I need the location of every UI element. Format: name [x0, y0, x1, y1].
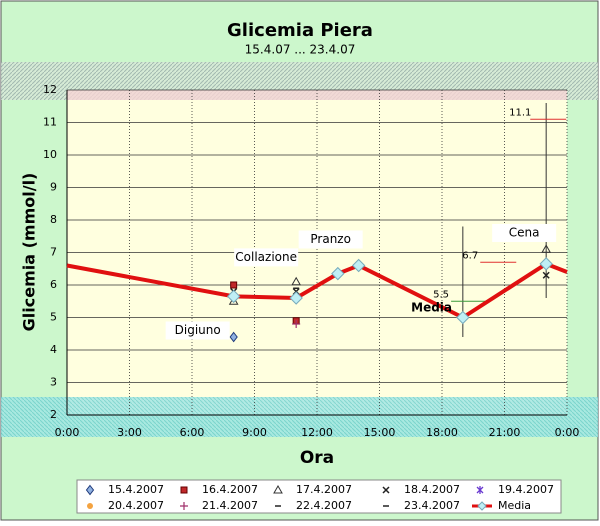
- y-tick-label: 9: [50, 181, 57, 194]
- legend-swatch: [180, 502, 188, 510]
- legend-swatch: [477, 501, 487, 511]
- annotation: Pranzo: [310, 232, 351, 246]
- x-tick-label: 0:00: [55, 426, 80, 439]
- annotation: Media: [411, 300, 452, 314]
- chart-title: Glicemia Piera: [227, 20, 373, 41]
- y-tick-label: 6: [50, 278, 57, 291]
- annotation-box: [234, 248, 299, 267]
- mean-point: [289, 291, 303, 305]
- legend-label: 15.4.2007: [108, 483, 164, 496]
- x-tick-label: 3:00: [117, 426, 142, 439]
- chart-subtitle: 15.4.07 ... 23.4.07: [245, 43, 356, 57]
- x-tick-label: 15:00: [364, 426, 396, 439]
- x-tick-label: 12:00: [301, 426, 333, 439]
- mean-point: [456, 310, 470, 325]
- annotation: Collazione: [235, 250, 297, 264]
- annotation-box: [165, 321, 230, 340]
- point: [542, 271, 550, 279]
- annotation-box: [492, 224, 557, 242]
- annotation: Digiuno: [175, 323, 221, 337]
- legend-swatch: [85, 484, 95, 496]
- y-tick-label: 2: [50, 408, 57, 421]
- y-tick-label: 4: [50, 343, 57, 356]
- legend-swatch: [382, 486, 390, 494]
- y-tick-label: 10: [43, 148, 57, 161]
- y-tick-label: 12: [43, 83, 57, 96]
- high-band: [67, 90, 567, 100]
- x-tick-label: 9:00: [242, 426, 267, 439]
- x-tick-label: 21:00: [489, 426, 521, 439]
- y-tick-label: 5: [50, 311, 57, 324]
- mean-point: [331, 266, 345, 281]
- legend-swatch: [476, 486, 484, 494]
- y-tick-label: 8: [50, 213, 57, 226]
- legend-label: 20.4.2007: [108, 499, 164, 512]
- x-axis-title: Ora: [300, 448, 334, 468]
- mean-point: [226, 289, 241, 304]
- point: [291, 276, 302, 286]
- level-label: 5.5: [433, 289, 449, 300]
- annotation-box: [298, 230, 363, 249]
- legend-label: 16.4.2007: [202, 483, 258, 496]
- x-tick-label: 6:00: [180, 426, 205, 439]
- level-label: 6.7: [462, 250, 478, 261]
- legend-label: 18.4.2007: [404, 483, 460, 496]
- y-tick-label: 11: [43, 116, 57, 129]
- point: [541, 244, 552, 253]
- legend-label: 19.4.2007: [498, 483, 554, 496]
- y-tick-label: 7: [50, 246, 57, 259]
- x-tick-label: 18:00: [426, 426, 458, 439]
- mean-point: [351, 258, 366, 273]
- legend-label: 17.4.2007: [296, 483, 352, 496]
- level-label: 11.1: [509, 107, 531, 118]
- mean-line: [66, 261, 568, 320]
- legend-swatch: [180, 486, 188, 494]
- x-tick-label: 0:00: [555, 426, 580, 439]
- mean-point: [539, 257, 553, 271]
- y-tick-label: 3: [50, 376, 57, 389]
- point: [292, 320, 301, 328]
- low-band: [1, 397, 598, 437]
- point: [230, 281, 238, 289]
- legend-label: 22.4.2007: [296, 499, 352, 512]
- legend-label: 23.4.2007: [404, 499, 460, 512]
- legend-swatch: [273, 484, 283, 494]
- legend-label: Media: [498, 499, 531, 512]
- legend-label: 21.4.2007: [202, 499, 258, 512]
- point: [229, 331, 238, 343]
- annotation: Cena: [509, 226, 540, 240]
- y-axis-title: Glicemia (mmol/l): [20, 173, 39, 332]
- legend-swatch: [87, 503, 93, 509]
